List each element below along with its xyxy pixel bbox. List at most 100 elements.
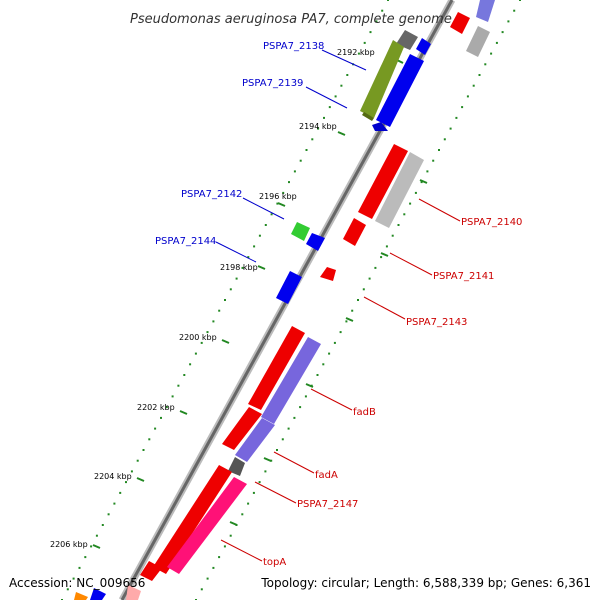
gene-arrow[interactable] <box>126 585 141 600</box>
guide-dot <box>323 116 325 119</box>
gene-arrow[interactable] <box>416 38 431 55</box>
gene-arrow[interactable] <box>306 233 325 251</box>
guide-dot <box>305 149 308 151</box>
gene-arrow[interactable] <box>343 218 366 246</box>
guide-dot <box>478 74 481 76</box>
guide-dot <box>368 277 371 280</box>
guide-dot <box>357 52 360 55</box>
gene-arrow[interactable] <box>235 418 275 462</box>
guide-dot <box>78 566 81 569</box>
guide-dot <box>142 449 145 451</box>
guide-dot <box>461 106 464 109</box>
guide-dot <box>281 438 284 441</box>
guide-dot <box>113 502 116 505</box>
gene-arrow[interactable] <box>248 326 305 410</box>
gene-arrow[interactable] <box>362 112 374 121</box>
gene-arrow[interactable] <box>476 0 495 22</box>
gene-arrow[interactable] <box>276 271 302 304</box>
gene-arrow[interactable] <box>372 122 388 131</box>
gene-arrow[interactable] <box>74 592 88 600</box>
tick-mark <box>263 457 272 462</box>
gene-label-pspa7-2142[interactable]: PSPA7_2142 <box>181 189 242 200</box>
gene-arrow[interactable] <box>90 588 106 600</box>
guide-dot <box>414 191 417 194</box>
guide-dot <box>264 224 267 226</box>
gene-label-topa[interactable]: topA <box>263 557 286 568</box>
guide-dot <box>490 52 493 55</box>
guide-dot <box>339 331 342 334</box>
guide-dot <box>322 363 325 366</box>
guide-dot <box>513 9 516 12</box>
guide-dot <box>212 320 215 323</box>
gene-arrow[interactable] <box>261 337 321 424</box>
gene-arrow[interactable] <box>167 477 247 574</box>
guide-dot <box>177 384 180 387</box>
guide-dot <box>484 63 487 66</box>
guide-dot <box>357 299 359 301</box>
guide-dot <box>130 470 133 473</box>
guide-dot <box>299 159 302 162</box>
gene-label-fada[interactable]: fadA <box>315 470 338 481</box>
gene-arrow[interactable] <box>140 561 162 581</box>
tick-mark <box>337 131 346 136</box>
guide-dot <box>426 170 429 173</box>
guide-dot <box>381 9 384 12</box>
forward-strand-genes <box>74 144 424 600</box>
tick-labels: 2192 kbp 2194 kbp 2196 kbp 2198 kbp 2200… <box>50 48 375 549</box>
gene-arrow[interactable] <box>222 407 262 450</box>
guide-dot <box>101 524 104 526</box>
guide-dot <box>346 74 349 76</box>
gene-arrow[interactable] <box>228 457 245 476</box>
gene-arrow[interactable] <box>153 465 232 574</box>
gene-arrow[interactable] <box>376 54 424 127</box>
map-title: Pseudomonas aeruginosa PA7, complete gen… <box>130 12 452 27</box>
tick-mark <box>229 521 238 526</box>
guide-dot <box>212 566 215 569</box>
guide-dot <box>241 513 244 516</box>
guide-dot <box>369 31 372 34</box>
guide-dot <box>154 427 157 430</box>
tick-marks <box>92 59 428 549</box>
gene-arrow[interactable] <box>360 40 404 118</box>
gene-label-pspa7-2138[interactable]: PSPA7_2138 <box>263 41 324 52</box>
gene-label-pspa7-2144[interactable]: PSPA7_2144 <box>155 236 216 247</box>
guide-dot <box>252 491 255 494</box>
guide-dot <box>200 588 203 591</box>
guide-dot <box>328 106 331 109</box>
guide-dot <box>270 459 273 462</box>
tick-label: 2200 kbp <box>179 333 217 342</box>
gene-label-pspa7-2140[interactable]: PSPA7_2140 <box>461 217 522 228</box>
guide-dot <box>472 84 475 87</box>
gene-arrow[interactable] <box>466 26 490 57</box>
guide-dot <box>241 266 244 269</box>
gene-label-pspa7-2139[interactable]: PSPA7_2139 <box>242 78 303 89</box>
guide-dot <box>333 341 336 344</box>
guide-dot <box>328 352 331 355</box>
guide-dot <box>224 299 226 301</box>
guide-dot <box>501 31 504 34</box>
guide-dot <box>72 577 75 580</box>
guide-dot <box>247 256 250 259</box>
gene-arrow[interactable] <box>450 12 470 34</box>
guide-dot <box>90 545 93 548</box>
gene-label-pspa7-2143[interactable]: PSPA7_2143 <box>406 317 467 328</box>
guide-dot <box>95 534 98 537</box>
gene-arrow[interactable] <box>358 144 408 219</box>
guide-dot <box>403 213 406 216</box>
guide-dot <box>455 116 458 119</box>
guide-dot <box>270 213 273 216</box>
gene-arrow[interactable] <box>291 222 310 241</box>
gene-label-pspa7-2141[interactable]: PSPA7_2141 <box>433 271 494 282</box>
gene-arrow[interactable] <box>396 30 418 50</box>
tick-mark <box>345 317 354 322</box>
gene-label-pspa7-2147[interactable]: PSPA7_2147 <box>297 499 358 510</box>
tick-label: 2194 kbp <box>299 122 337 131</box>
gene-label-fadb[interactable]: fadB <box>353 407 376 418</box>
gene-arrow[interactable] <box>320 267 336 281</box>
guide-dot <box>334 95 337 98</box>
tick-mark <box>92 544 101 549</box>
guide-dot <box>391 234 394 237</box>
label-leader-lines <box>215 49 461 562</box>
gene-arrow[interactable] <box>375 152 424 228</box>
accession-text: Accession: NC_009656 <box>9 576 145 590</box>
